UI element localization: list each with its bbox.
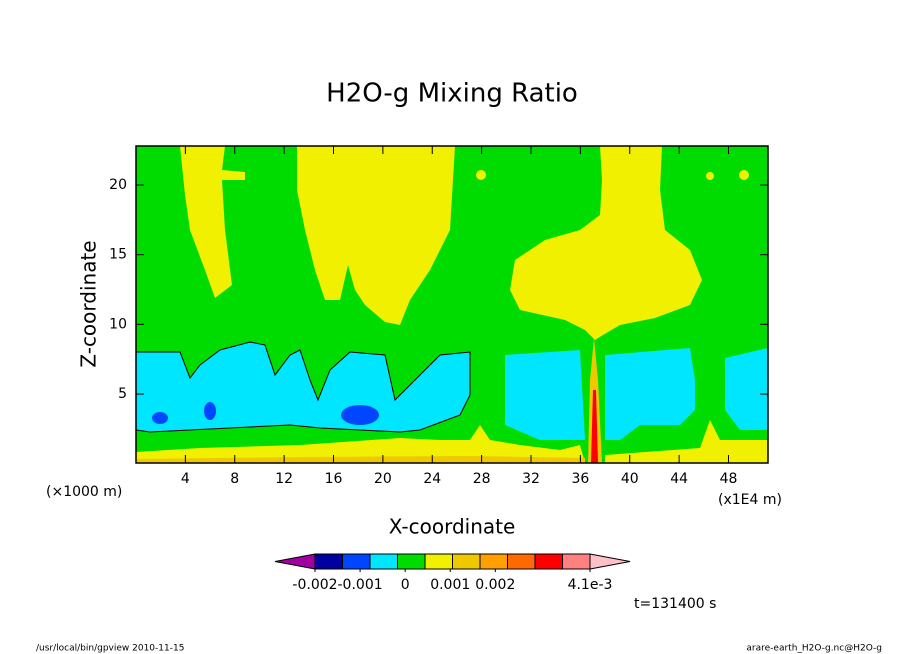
colorbar-box <box>342 553 371 570</box>
contour-region <box>605 348 695 440</box>
colorbar-box <box>534 553 563 570</box>
colorbar-box <box>479 553 508 570</box>
colorbar-box <box>507 553 536 570</box>
contour-field <box>135 146 768 463</box>
colorbar-box <box>452 553 481 570</box>
contour-region <box>706 172 714 180</box>
colorbar-box <box>562 553 591 570</box>
colorbar-tick-label: 0 <box>401 577 410 593</box>
colorbar-tick-label: 0.001 <box>430 577 470 593</box>
contour-region <box>725 348 768 430</box>
x-axis-label: X-coordinate <box>389 515 516 539</box>
contour-region <box>136 342 470 432</box>
plot-frame <box>135 145 769 464</box>
y-axis-label: Z-coordinate <box>77 240 101 367</box>
contour-region <box>152 412 168 424</box>
x-tick-label: 8 <box>230 471 239 487</box>
x-tick-label: 44 <box>670 471 688 487</box>
contour-region <box>297 146 455 325</box>
colorbar-tick-label: -0.002 <box>292 577 337 593</box>
x-tick-label: 4 <box>181 471 190 487</box>
colorbar-tick-label: 4.1e-3 <box>568 577 613 593</box>
y-tick-label: 10 <box>109 316 127 332</box>
x-tick-label: 48 <box>720 471 738 487</box>
x-tick-label: 36 <box>571 471 589 487</box>
colorbar: -0.002 -0.001 0 0.001 0.002 4.1e-3 <box>274 553 631 593</box>
contour-region <box>180 146 245 298</box>
colorbar-tick-label: 0.002 <box>475 577 515 593</box>
x-tick-label: 16 <box>325 471 343 487</box>
contour-region <box>510 146 702 340</box>
x-unit: (×1000 m) <box>46 484 122 500</box>
colorbar-extend <box>274 553 316 570</box>
y-tick-label: 15 <box>109 247 127 263</box>
y-tick-label: 20 <box>109 177 127 193</box>
x-tick-label: 20 <box>374 471 392 487</box>
footer: /usr/local/bin/gpview 2010-11-15 <box>36 644 184 654</box>
x-tick-label: 32 <box>522 471 540 487</box>
contour-line <box>135 341 471 433</box>
chart-title: H2O-g Mixing Ratio <box>326 79 578 109</box>
x-tick-label: 24 <box>423 471 441 487</box>
colorbar-box <box>314 553 343 570</box>
contour-region <box>204 402 216 420</box>
x-tick-label: 28 <box>473 471 491 487</box>
x-tick-label: 12 <box>275 471 293 487</box>
colorbar-tick-label: -0.001 <box>338 577 383 593</box>
contour-region <box>591 390 598 463</box>
contour-region <box>136 456 585 463</box>
contour-region <box>136 425 585 463</box>
x-unit: (x1E4 m) <box>718 492 782 508</box>
x-tick-label: 40 <box>621 471 639 487</box>
y-tick-label: 5 <box>118 386 127 402</box>
colorbar-box <box>369 553 398 570</box>
time-label: t=131400 s <box>634 596 716 612</box>
footer: arare-earth_H2O-g.nc@H2O-g <box>746 644 882 654</box>
contour-region <box>476 170 486 180</box>
contour-region <box>739 170 749 180</box>
colorbar-box <box>424 553 453 570</box>
contour-region <box>505 350 585 440</box>
contour-region <box>341 405 379 425</box>
colorbar-extend <box>589 553 631 570</box>
contour-region <box>605 420 768 463</box>
colorbar-box <box>397 553 426 570</box>
